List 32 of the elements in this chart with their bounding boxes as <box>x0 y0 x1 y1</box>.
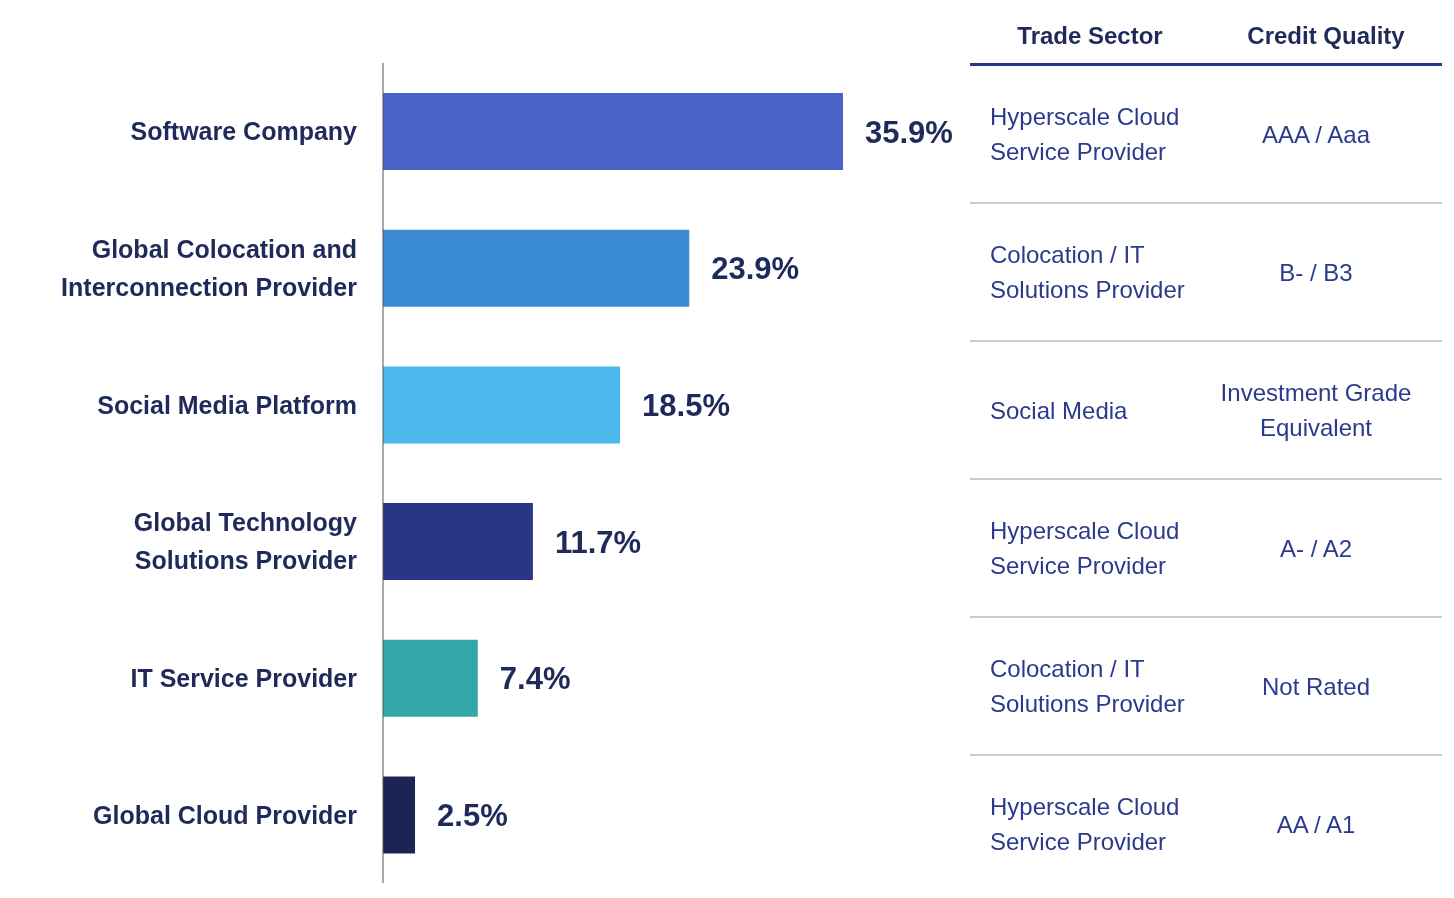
text: B- / B3 <box>1278 257 1354 288</box>
y-tick-label: Software Company <box>130 117 358 146</box>
data-label: 2.5% <box>437 797 508 833</box>
data-label: 35.9% <box>865 114 953 150</box>
text: Hyperscale Cloud Service Provider <box>989 516 1181 581</box>
bar <box>383 229 690 307</box>
text: AAA / Aaa <box>1260 119 1372 150</box>
text: Investment Grade Equivalent <box>1219 378 1413 443</box>
text: AA / A1 <box>1275 809 1357 840</box>
data-label: 23.9% <box>711 251 800 287</box>
y-tick-label: Global Technology Solutions Provider <box>133 508 358 575</box>
text: A- / A2 <box>1278 533 1353 564</box>
y-tick-label: Global Colocation and Interconnection Provider <box>61 235 358 301</box>
y-tick-label: Global Cloud Provider <box>93 800 358 829</box>
text: Colocation / IT Solutions Provider <box>989 240 1186 305</box>
text: Colocation / IT Solutions Provider <box>989 654 1186 719</box>
bar <box>383 776 416 854</box>
data-label: 7.4% <box>499 661 571 697</box>
text: Not Rated <box>1260 671 1372 702</box>
text: Hyperscale Cloud Service Provider <box>989 792 1181 857</box>
text: Social Media <box>989 395 1129 426</box>
bar <box>383 639 478 717</box>
text: Credit Quality <box>1246 21 1406 51</box>
text: Trade Sector <box>1016 21 1164 51</box>
y-tick-label: Social Media Platform <box>97 390 357 419</box>
bar <box>383 93 843 171</box>
bar <box>383 503 533 581</box>
data-label: 11.7% <box>554 524 642 560</box>
data-label: 18.5% <box>642 387 730 423</box>
bar <box>383 366 621 444</box>
text: Hyperscale Cloud Service Provider <box>989 102 1181 167</box>
y-tick-label: IT Service Provider <box>130 664 358 692</box>
